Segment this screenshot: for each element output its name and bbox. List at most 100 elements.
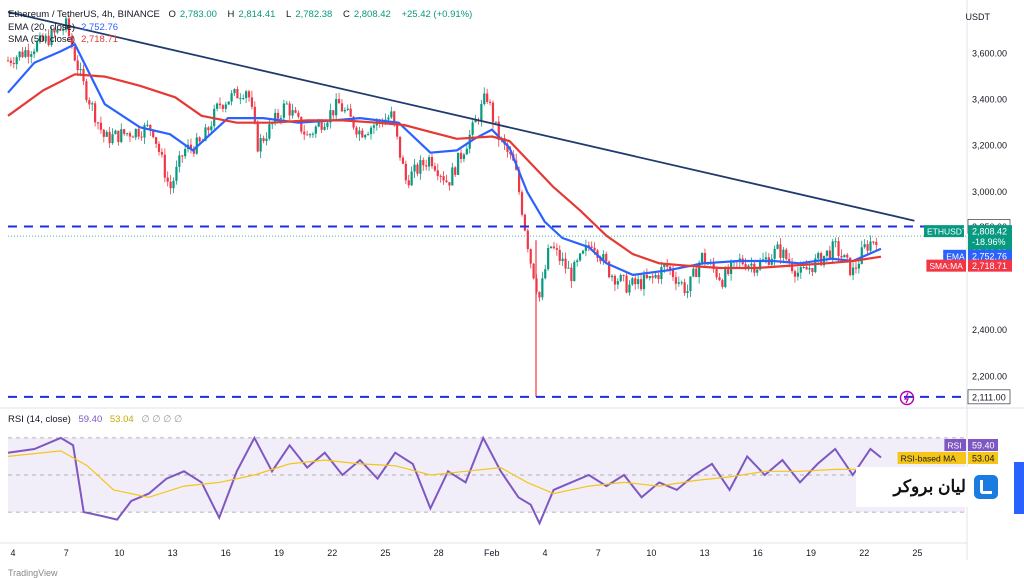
candle [660, 267, 663, 280]
ma-tag [926, 259, 966, 272]
candle [619, 275, 622, 282]
candle [712, 262, 715, 270]
rsi-ma-line [7, 450, 881, 498]
candle [123, 129, 126, 134]
candle [564, 258, 567, 269]
candle [233, 88, 236, 94]
candle [631, 278, 634, 285]
candle [53, 30, 56, 33]
candle [541, 278, 544, 298]
candle [64, 18, 68, 30]
candle [866, 244, 869, 251]
side-panel-tab[interactable] [1014, 462, 1024, 514]
rsi-value-box [968, 452, 998, 464]
candle [311, 133, 315, 135]
time-tick-label: 22 [859, 548, 869, 558]
candle [549, 246, 553, 249]
candle [152, 130, 155, 138]
candle [416, 164, 419, 174]
candle [125, 133, 129, 135]
candle [250, 97, 254, 107]
time-tick-label: 25 [912, 548, 922, 558]
ma-tag-label: EMA [946, 251, 965, 261]
candle [610, 275, 614, 278]
ema-legend[interactable]: EMA (20, close) 2,752.76 [8, 21, 119, 33]
candle [236, 88, 239, 99]
candle [645, 274, 648, 279]
candle [654, 274, 657, 278]
candle [160, 151, 164, 155]
candle [811, 268, 814, 272]
level-label-box [967, 389, 1011, 405]
candle [651, 276, 654, 278]
candle [520, 192, 524, 215]
candle [796, 272, 799, 277]
candle [85, 81, 88, 101]
symbol-tag-label: ETHUSDT [927, 227, 967, 237]
time-tick-label: 7 [64, 548, 69, 558]
candle [677, 282, 680, 284]
price-tick-label: 2,400.00 [972, 325, 1007, 335]
candle [686, 291, 689, 294]
candle [108, 131, 111, 144]
candle [509, 151, 512, 155]
candle [262, 138, 265, 142]
candle [15, 57, 18, 65]
candle [314, 126, 317, 134]
candle [703, 252, 707, 264]
candle [558, 249, 561, 261]
time-tick-label: 19 [806, 548, 816, 558]
candle [805, 267, 808, 270]
candle [834, 241, 837, 243]
candle [552, 246, 556, 249]
candle [207, 127, 210, 131]
candle [454, 167, 457, 175]
candle [727, 269, 730, 274]
candle [639, 279, 643, 290]
candle [294, 110, 297, 113]
candle [854, 267, 858, 269]
rsi-value-box [968, 439, 998, 451]
candle [317, 122, 320, 127]
candle [285, 103, 288, 105]
candle [570, 267, 573, 282]
candle [544, 269, 547, 279]
candle [837, 241, 840, 257]
candle [439, 175, 442, 177]
candle [390, 111, 393, 118]
candle [555, 248, 558, 250]
candle [529, 249, 532, 264]
candle [343, 109, 346, 112]
candle [120, 129, 123, 143]
candle [744, 264, 747, 269]
candle [526, 230, 529, 250]
candle [817, 253, 820, 259]
time-tick-label: 10 [114, 548, 124, 558]
sma-legend[interactable]: SMA (50, close) 2,718.71 [8, 34, 119, 45]
candle [12, 62, 15, 65]
rsi-tag [897, 452, 966, 464]
candle [666, 264, 669, 267]
candle [840, 256, 843, 258]
time-tick-label: 4 [542, 548, 547, 558]
rsi-legend[interactable]: RSI (14, close) 59.40 53.04 ∅ ∅ ∅ ∅ [8, 414, 183, 425]
time-tick-label: 13 [168, 548, 178, 558]
candle [790, 263, 794, 272]
candle [491, 102, 495, 123]
candle [323, 126, 326, 130]
candle [578, 253, 582, 261]
candle [427, 157, 431, 167]
currency-unit: USDT [965, 12, 991, 22]
candle [584, 245, 587, 251]
candle [497, 121, 500, 140]
rsi-tag-label: RSI [947, 441, 961, 451]
candle [6, 60, 10, 62]
time-tick-label: 25 [380, 548, 390, 558]
candle [320, 122, 323, 130]
time-tick-label: 19 [274, 548, 284, 558]
candle [204, 127, 207, 141]
brand-name: لیان بروکر [893, 477, 967, 496]
candle [828, 250, 831, 259]
time-tick-label: 10 [646, 548, 656, 558]
